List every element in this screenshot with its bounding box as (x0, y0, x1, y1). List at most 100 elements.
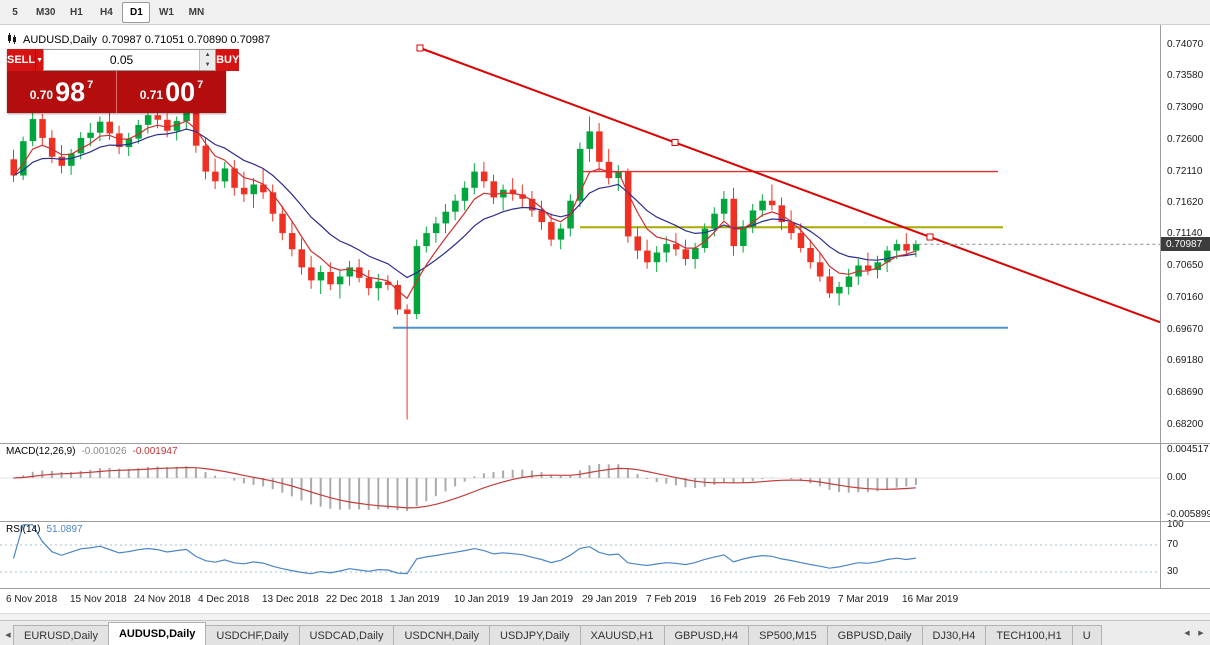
period-button-d1[interactable]: D1 (122, 1, 151, 23)
tabs-nav: ◀ ▶ (1178, 621, 1210, 645)
price-axis-label: 0.71620 (1167, 197, 1204, 209)
macd-axis-label: -0.005899 (1167, 508, 1210, 520)
macd-label: MACD(12,26,9) -0.001026 -0.001947 (6, 446, 178, 457)
macd-panel-separator (0, 443, 1210, 444)
tab-gbpusd-daily[interactable]: GBPUSD,Daily (826, 625, 923, 645)
period-button-m30[interactable]: M30 (36, 6, 56, 18)
moving-average-fast-ma (13, 120, 917, 300)
date-axis-label: 6 Nov 2018 (6, 594, 58, 605)
volume-box: ▲ ▼ (43, 49, 217, 71)
price-axis-label: 0.70160 (1167, 291, 1204, 303)
trend-line-handle[interactable] (926, 233, 934, 241)
rsi-axis-label: 100 (1167, 518, 1184, 530)
time-axis[interactable]: 6 Nov 2018 15 Nov 2018 24 Nov 2018 4 Dec 20… (0, 588, 1210, 613)
volume-input[interactable] (44, 50, 200, 70)
chart-icon (7, 33, 18, 47)
buy-price-panel[interactable]: 0.71 00 7 (116, 71, 226, 113)
price-axis-label: 0.70650 (1167, 260, 1204, 272)
sell-price-pip: 7 (87, 79, 94, 91)
price-axis-separator (1160, 25, 1161, 588)
tab-usdjpy-daily[interactable]: USDJPY,Daily (489, 625, 581, 645)
buy-price-big: 00 (165, 76, 196, 107)
date-axis-label: 29 Jan 2019 (582, 594, 638, 605)
buy-price-prefix: 0.71 (139, 88, 164, 102)
macd-histogram (22, 464, 917, 511)
date-axis-label: 26 Feb 2019 (774, 594, 831, 605)
date-axis-label: 4 Dec 2018 (198, 594, 250, 605)
chart-tabs-bar: ◀ EURUSD,Daily AUDUSD,Daily USDCHF,Daily US… (0, 620, 1210, 645)
date-axis-label: 16 Feb 2019 (710, 594, 767, 605)
rsi-panel-separator (0, 521, 1210, 522)
chevron-down-icon: ▼ (36, 56, 44, 64)
chart-scroll-strip[interactable] (0, 613, 1210, 620)
time-axis-separator (0, 588, 1210, 589)
date-axis-label: 10 Jan 2019 (454, 594, 510, 605)
rsi-name: RSI(14) (6, 524, 41, 535)
volume-down-icon[interactable]: ▼ (200, 60, 216, 70)
timeframe-toolbar: 5 M30 H1 H4 D1 W1 MN (0, 0, 1210, 25)
trend-line[interactable] (419, 47, 1160, 324)
chart-ohlc-values: 0.70987 0.71051 0.70890 0.70987 (101, 34, 271, 46)
price-axis-label: 0.73090 (1167, 102, 1204, 114)
chart-symbol-label: AUDUSD,Daily (23, 34, 97, 46)
macd-axis-label: 0.004517 (1167, 443, 1209, 455)
tab-audusd-daily[interactable]: AUDUSD,Daily (107, 622, 207, 645)
price-axis-label: 0.73580 (1167, 70, 1204, 82)
buy-price-pip: 7 (197, 79, 204, 91)
price-axis-label: 0.71140 (1167, 228, 1203, 240)
price-axis-label: 0.68690 (1167, 387, 1204, 399)
sell-price-panel[interactable]: 0.70 98 7 (7, 71, 116, 113)
period-button-5[interactable]: 5 (12, 6, 18, 18)
sell-price-prefix: 0.70 (29, 88, 54, 102)
current-price-tag: 0.70987 (1161, 237, 1210, 252)
period-button-h4[interactable]: H4 (100, 6, 113, 18)
macd-signal-line (13, 466, 916, 509)
tab-xauusd-h1[interactable]: XAUUSD,H1 (579, 625, 665, 645)
date-axis-label: 7 Feb 2019 (646, 594, 697, 605)
tab-sp500-m15[interactable]: SP500,M15 (748, 625, 828, 645)
date-axis-label: 19 Jan 2019 (518, 594, 574, 605)
tab-u[interactable]: U (1071, 625, 1102, 645)
rsi-line (12, 524, 916, 575)
tab-usdcnh-daily[interactable]: USDCNH,Daily (393, 625, 491, 645)
date-axis-label: 16 Mar 2019 (902, 594, 959, 605)
tab-dj30-h4[interactable]: DJ30,H4 (921, 625, 987, 645)
rsi-value: 51.0897 (46, 524, 83, 535)
tab-tech100-h1[interactable]: TECH100,H1 (985, 625, 1073, 645)
period-button-h1[interactable]: H1 (70, 6, 83, 18)
one-click-trading-panel: SELL ▼ ▲ ▼ BUY 0.70 98 7 0.7 (7, 49, 240, 113)
sell-price-big: 98 (55, 76, 86, 107)
date-axis-label: 13 Dec 2018 (262, 594, 319, 605)
tabs-nav-left-icon[interactable]: ◀ (1184, 629, 1190, 637)
date-axis-label: 22 Dec 2018 (326, 594, 383, 605)
order-options-dropdown[interactable]: ▼ (35, 49, 44, 71)
price-axis-label: 0.74070 (1167, 38, 1204, 50)
buy-button[interactable]: BUY (216, 49, 240, 71)
trend-line-handle[interactable] (416, 44, 424, 52)
date-axis-label: 7 Mar 2019 (838, 594, 889, 605)
volume-up-icon[interactable]: ▲ (200, 50, 216, 60)
price-axis-label: 0.69180 (1167, 355, 1204, 367)
sell-button[interactable]: SELL (7, 49, 36, 71)
tabs-nav-right-icon[interactable]: ▶ (1198, 629, 1204, 637)
price-axis[interactable]: 0.74070 0.73580 0.73090 0.72600 0.72110 0.716… (1161, 25, 1210, 588)
price-axis-label: 0.72600 (1167, 133, 1204, 145)
tabs-scroll-left-icon[interactable]: ◀ (5, 632, 11, 639)
date-axis-label: 1 Jan 2019 (390, 594, 440, 605)
price-chart-canvas[interactable] (0, 25, 1160, 443)
trend-line-handle[interactable] (671, 139, 679, 146)
rsi-label: RSI(14) 51.0897 (6, 524, 83, 535)
tab-usdchf-daily[interactable]: USDCHF,Daily (205, 625, 300, 645)
period-button-mn[interactable]: MN (188, 6, 205, 18)
rsi-canvas[interactable] (0, 521, 1160, 588)
price-axis-label: 0.72110 (1167, 165, 1203, 177)
macd-signal-value: -0.001947 (132, 446, 178, 457)
macd-axis-label: 0.00 (1167, 472, 1187, 483)
tab-eurusd-daily[interactable]: EURUSD,Daily (13, 625, 109, 645)
macd-canvas[interactable] (0, 443, 1160, 521)
period-button-w1[interactable]: W1 (158, 6, 174, 18)
tab-usdcad-daily[interactable]: USDCAD,Daily (298, 625, 395, 645)
price-axis-label: 0.69670 (1167, 323, 1204, 335)
tab-gbpusd-h4[interactable]: GBPUSD,H4 (663, 625, 750, 645)
